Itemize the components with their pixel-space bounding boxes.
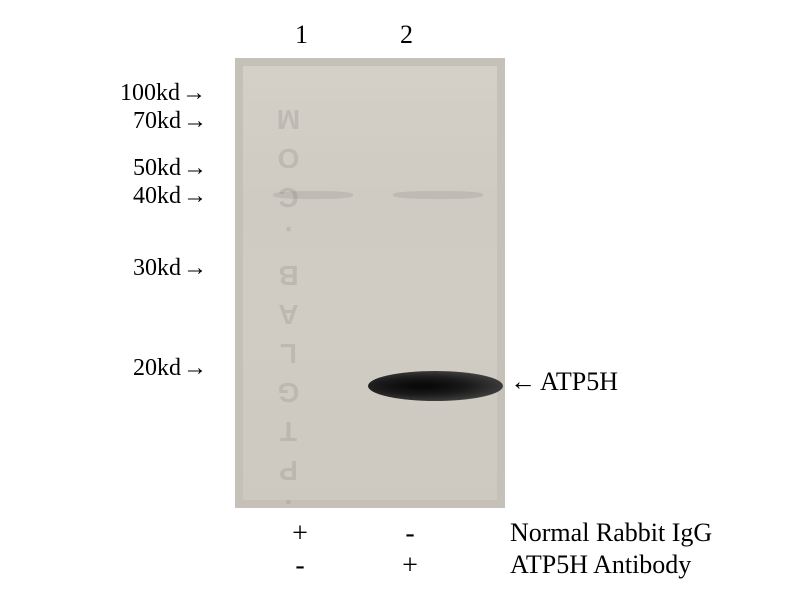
blot-figure: 1 2 100kd→ 70kd→ 50kd→ 40kd→ 30kd→ 20kd→… bbox=[0, 0, 800, 600]
arrow-icon: → bbox=[183, 108, 207, 135]
arrow-icon: → bbox=[183, 355, 207, 382]
blot-membrane: WWW.PTGLAB.COM bbox=[243, 66, 497, 500]
mw-20kd: 20kd→ bbox=[133, 355, 207, 382]
atp5h-band bbox=[368, 371, 503, 401]
arrow-icon: → bbox=[183, 155, 207, 182]
mw-100kd: 100kd→ bbox=[120, 80, 206, 107]
mw-40kd: 40kd→ bbox=[133, 183, 207, 210]
arrow-icon: → bbox=[183, 255, 207, 282]
target-atp5h-label: ←ATP5H bbox=[510, 367, 618, 397]
lane-2-label: 2 bbox=[400, 20, 413, 50]
mw-70kd: 70kd→ bbox=[133, 108, 207, 135]
arrow-left-icon: ← bbox=[510, 367, 536, 397]
cond-row2-lane2: + bbox=[395, 550, 425, 582]
arrow-icon: → bbox=[183, 183, 207, 210]
mw-30kd: 30kd→ bbox=[133, 255, 207, 282]
faint-band-1 bbox=[273, 191, 353, 199]
arrow-icon: → bbox=[182, 80, 206, 107]
cond-row1-lane2: - bbox=[395, 518, 425, 550]
lane-1-label: 1 bbox=[295, 20, 308, 50]
faint-band-2 bbox=[393, 191, 483, 199]
watermark-text: WWW.PTGLAB.COM bbox=[273, 96, 305, 508]
cond-row1-label: Normal Rabbit IgG bbox=[510, 518, 712, 548]
cond-row1-lane1: + bbox=[285, 518, 315, 550]
blot-image: WWW.PTGLAB.COM bbox=[235, 58, 505, 508]
cond-row2-label: ATP5H Antibody bbox=[510, 550, 691, 580]
mw-50kd: 50kd→ bbox=[133, 155, 207, 182]
cond-row2-lane1: - bbox=[285, 550, 315, 582]
